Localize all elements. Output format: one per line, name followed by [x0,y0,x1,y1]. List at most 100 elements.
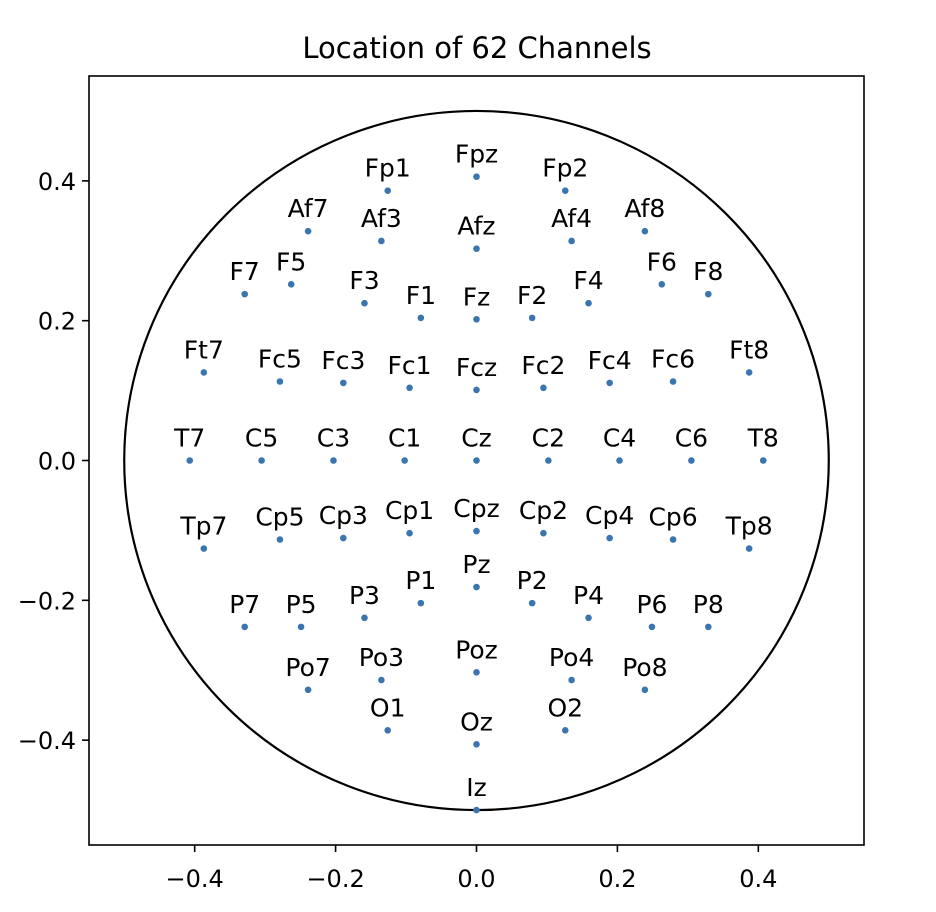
y-tick-label: −0.4 [18,727,76,755]
channel-point [406,384,413,392]
channel-point [473,741,480,748]
channel-point [473,806,480,814]
channel-label: Fpz [455,140,498,169]
y-tick-label: 0.2 [38,308,76,336]
channel-point [473,173,480,180]
channel-point [561,187,569,194]
channel-point [688,457,695,464]
channel-point [473,457,480,464]
channel-point [304,686,312,694]
channel-label: Fc4 [588,346,632,375]
channel-label: F4 [573,266,603,295]
channel-label: Po8 [622,653,667,682]
channel-label: Ft8 [729,335,769,364]
channel-label: F5 [276,247,306,276]
channel-label: Af3 [361,204,402,233]
channel-point [641,686,649,694]
channel-label: Cpz [453,494,499,523]
channel-point [200,545,208,552]
channel-point [473,245,480,252]
channel-label: P8 [693,590,724,619]
channel-point [669,536,677,543]
channel-label: C2 [532,424,565,453]
channel-point [545,457,552,464]
channel-label: Tp7 [179,512,227,541]
y-axis-ticks: −0.4 −0.2 0.0 0.2 0.4 [18,168,89,755]
y-tick-label: 0.4 [38,168,76,196]
channel-points [186,173,767,814]
channel-label: F8 [693,257,723,286]
channel-point [528,314,536,322]
x-tick-label: 0.0 [457,865,495,893]
channel-point [241,290,249,298]
channel-label: Fc6 [651,345,695,374]
channel-point [304,227,312,235]
channel-point [384,187,392,194]
channel-label: F7 [230,257,260,286]
channel-label: Cp3 [319,501,368,530]
channel-label: Ft7 [184,335,224,364]
channel-point [297,623,305,631]
chart-title: Location of 62 Channels [302,31,651,65]
channel-point [745,545,753,552]
channel-label: C1 [388,424,421,453]
channel-point [473,583,480,591]
channel-point [704,623,712,631]
channel-label: Po7 [285,653,330,682]
channel-point [641,227,649,235]
channel-label: O1 [370,693,406,722]
channel-point [606,534,613,542]
channel-point [540,384,547,392]
channel-point [406,529,413,537]
channel-point [384,727,392,734]
channel-point [759,457,767,464]
channel-point [287,281,295,288]
channel-point [561,727,569,734]
channel-label: P7 [229,590,260,619]
channel-label: Cp1 [385,496,434,525]
channel-point [276,536,284,543]
channel-point [473,386,480,394]
channel-label: F2 [517,281,547,310]
channel-point [417,599,425,607]
channel-point [258,457,265,464]
channel-point [528,599,536,607]
channel-point [745,369,753,376]
channel-label: Cp6 [648,502,697,531]
channel-label: C4 [603,424,636,453]
channel-label: Cp5 [255,502,304,531]
channel-point [473,669,480,676]
channel-point [568,676,575,684]
channel-label: P6 [636,590,667,619]
channel-label: Pz [462,550,490,579]
channel-point [669,378,677,385]
channel-point [585,299,592,307]
channel-label: P4 [573,581,604,610]
x-axis-ticks: −0.4 −0.2 0.0 0.2 0.4 [166,845,777,893]
channel-label: F3 [349,266,379,295]
channel-label: C5 [245,424,278,453]
channel-label: P5 [286,590,317,619]
channel-point [186,457,194,464]
channel-label: Fc3 [321,346,365,375]
channel-label: T8 [747,424,779,453]
channel-point [340,534,347,542]
channel-label: O2 [547,693,583,722]
channel-point [585,614,592,622]
channel-label: Fp1 [365,154,411,183]
channel-point [361,614,368,622]
channel-label: T7 [173,424,205,453]
x-tick-label: 0.2 [598,865,636,893]
y-tick-label: −0.2 [18,587,76,615]
channel-point [704,290,712,298]
channel-label: C3 [317,424,350,453]
y-tick-label: 0.0 [38,448,76,476]
channel-label: Tp8 [725,512,773,541]
channel-label: Af7 [288,194,329,223]
channel-label: Fc5 [258,345,302,374]
channel-point [473,527,480,535]
channel-label: Af4 [551,204,592,233]
channel-label: Cz [461,424,492,453]
x-tick-label: −0.2 [306,865,364,893]
channel-label: Af8 [624,194,665,223]
